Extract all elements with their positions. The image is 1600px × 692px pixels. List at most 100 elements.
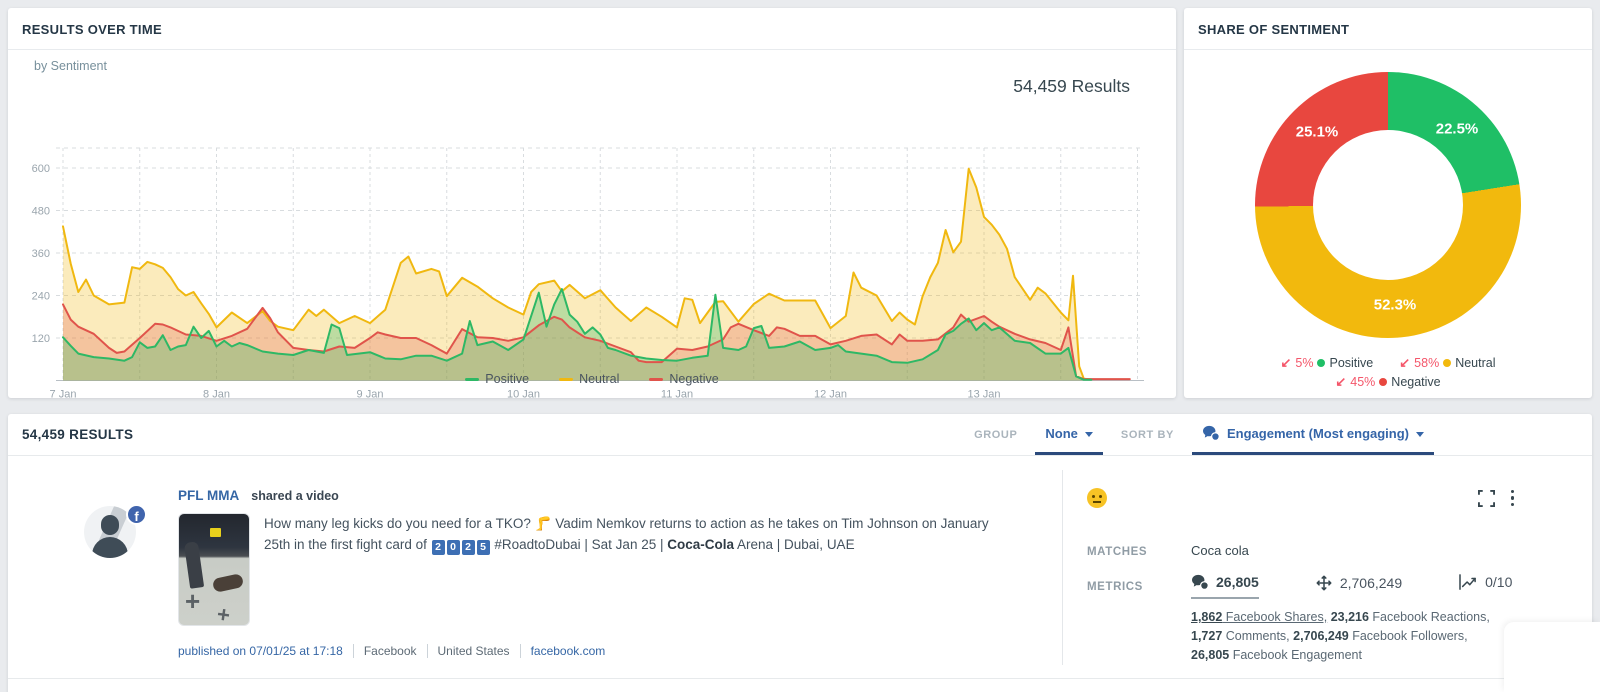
- svg-text:120: 120: [32, 333, 50, 345]
- reach-metric[interactable]: 2,706,249: [1315, 574, 1402, 592]
- score-value: 0/10: [1485, 574, 1513, 590]
- results-count-title: 54,459 RESULTS: [22, 427, 134, 442]
- share-of-sentiment-panel: SHARE OF SENTIMENT 22.5% 52.3% 25.1% ↙ 5…: [1184, 8, 1592, 398]
- reach-value: 2,706,249: [1339, 575, 1403, 591]
- sentiment-legend-positive[interactable]: ↙ 5% Positive: [1281, 355, 1374, 371]
- sentiment-legend-negative[interactable]: ↙ 45% Negative: [1335, 374, 1440, 390]
- sentiment-legend-neutral[interactable]: ↙ 58% Neutral: [1399, 355, 1495, 371]
- results-list-header: 54,459 RESULTS GROUP None SORT BY Engage…: [8, 414, 1592, 456]
- svg-text:11 Jan: 11 Jan: [661, 389, 693, 401]
- results-list-panel: 54,459 RESULTS GROUP None SORT BY Engage…: [8, 414, 1592, 692]
- engagement-bubbles-icon: [1203, 425, 1220, 441]
- neutral-legend-swatch: [559, 377, 574, 381]
- more-options-icon[interactable]: [1510, 489, 1514, 507]
- message-text: Arena | Dubai, UAE: [734, 537, 855, 552]
- source-label: Facebook: [363, 644, 417, 658]
- positive-legend-swatch: [465, 377, 480, 381]
- negative-legend-swatch: [649, 377, 664, 381]
- decrease-arrow-icon: ↙: [1399, 355, 1411, 370]
- spread-arrows-icon: [1316, 575, 1332, 591]
- chevron-down-icon: [1416, 431, 1424, 437]
- share-of-sentiment-title: SHARE OF SENTIMENT: [1184, 8, 1592, 50]
- sentiment-donut-chart[interactable]: 22.5% 52.3% 25.1%: [1255, 72, 1521, 338]
- author-action: shared a video: [251, 489, 339, 503]
- legend-label: Neutral: [579, 372, 620, 386]
- trend-chart-icon: [1459, 574, 1476, 590]
- engagement-metric[interactable]: 26,805: [1191, 574, 1259, 599]
- corner-overlay: [1504, 622, 1600, 692]
- positive-dot-icon: [1317, 359, 1326, 367]
- svg-text:7 Jan: 7 Jan: [50, 389, 77, 401]
- legend-label: Positive: [1329, 356, 1374, 370]
- svg-text:360: 360: [32, 248, 50, 260]
- sort-by-label: SORT BY: [1120, 428, 1174, 441]
- sort-dropdown[interactable]: Engagement (Most engaging): [1192, 414, 1434, 455]
- timeline-legend: Positive Neutral Negative: [8, 372, 1176, 386]
- negative-change: 45%: [1350, 375, 1376, 389]
- svg-text:480: 480: [32, 206, 50, 218]
- legend-label: Positive: [485, 372, 530, 386]
- domain-link[interactable]: facebook.com: [530, 644, 606, 658]
- legend-label: Neutral: [1455, 356, 1496, 370]
- legend-label: Negative: [1391, 375, 1441, 389]
- legend-label: Negative: [669, 372, 719, 386]
- svg-text:8 Jan: 8 Jan: [203, 389, 230, 401]
- svg-text:9 Jan: 9 Jan: [357, 389, 384, 401]
- negative-dot-icon: [1379, 378, 1388, 386]
- sentiment-legend: ↙ 5% Positive ↙ 58% Neutral ↙: [1184, 355, 1592, 390]
- metrics-breakdown: 1,862 Facebook Shares, 23,216 Facebook R…: [1191, 610, 1490, 662]
- avatar-image: [84, 506, 136, 558]
- matched-term: Coca-Cola: [667, 537, 734, 552]
- sort-value: Engagement (Most engaging): [1227, 425, 1409, 441]
- facebook-badge-icon: f: [126, 504, 147, 525]
- group-label: GROUP: [974, 428, 1018, 441]
- svg-text:13 Jan: 13 Jan: [967, 389, 1000, 401]
- top-widgets-row: RESULTS OVER TIME by Sentiment 54,459 Re…: [8, 8, 1592, 401]
- svg-text:600: 600: [32, 163, 50, 175]
- published-row: published on 07/01/25 at 17:18 Facebook …: [178, 644, 1016, 658]
- author-link[interactable]: PFL MMA: [178, 488, 240, 503]
- by-sentiment-label: by Sentiment: [34, 59, 107, 73]
- score-metric[interactable]: 0/10: [1458, 574, 1512, 590]
- neutral-dot-icon: [1443, 359, 1452, 367]
- svg-text:240: 240: [32, 291, 50, 303]
- donut-label-neutral: 52.3%: [1373, 296, 1417, 314]
- item-divider: [8, 678, 1592, 679]
- legend-item-negative[interactable]: Negative: [649, 372, 719, 386]
- sentiment-timeline-chart[interactable]: 120 240 360 480 600 7 Jan 8 Jan 9 Jan 10 Jan 11 J…: [16, 146, 1156, 402]
- message-text: #RoadtoDubai | Sat Jan 25 |: [490, 537, 668, 552]
- neutral-sentiment-icon[interactable]: [1087, 488, 1107, 508]
- neutral-change: 58%: [1414, 356, 1440, 370]
- donut-label-negative: 25.1%: [1295, 123, 1339, 141]
- results-over-time-panel: RESULTS OVER TIME by Sentiment 54,459 Re…: [8, 8, 1176, 401]
- matches-value: Coca cola: [1191, 543, 1249, 558]
- expand-icon[interactable]: [1477, 489, 1495, 507]
- svg-text:12 Jan: 12 Jan: [814, 389, 847, 401]
- legend-item-positive[interactable]: Positive: [465, 372, 529, 386]
- total-results-label: 54,459 Results: [1013, 76, 1130, 96]
- positive-change: 5%: [1295, 356, 1314, 370]
- group-dropdown[interactable]: None: [1035, 414, 1103, 455]
- post-message: How many leg kicks do you need for a TKO…: [264, 513, 1016, 626]
- location-label: United States: [437, 644, 510, 658]
- message-text: How many leg kicks do you need for a TKO…: [264, 516, 989, 552]
- legend-item-neutral[interactable]: Neutral: [559, 372, 619, 386]
- donut-label-positive: 22.5%: [1435, 120, 1479, 138]
- published-link[interactable]: published on 07/01/25 at 17:18: [178, 644, 343, 658]
- decrease-arrow-icon: ↙: [1280, 355, 1292, 370]
- comments-icon: [1192, 574, 1209, 590]
- metrics-label: METRICS: [1087, 581, 1143, 593]
- video-thumbnail[interactable]: + +: [178, 513, 250, 626]
- chevron-down-icon: [1084, 431, 1093, 437]
- svg-text:10 Jan: 10 Jan: [507, 389, 540, 401]
- result-metrics-column: MATCHES Coca cola METRICS 26,805: [1062, 470, 1592, 665]
- group-value: None: [1045, 425, 1078, 441]
- engagement-value: 26,805: [1216, 574, 1259, 590]
- donut-hole: [1313, 130, 1463, 280]
- matches-label: MATCHES: [1087, 546, 1148, 558]
- decrease-arrow-icon: ↙: [1335, 374, 1347, 389]
- results-over-time-title: RESULTS OVER TIME: [8, 8, 1176, 50]
- avatar[interactable]: f: [84, 504, 147, 558]
- result-item: f PFL MMA shared a video + + How many leg…: [8, 456, 1592, 665]
